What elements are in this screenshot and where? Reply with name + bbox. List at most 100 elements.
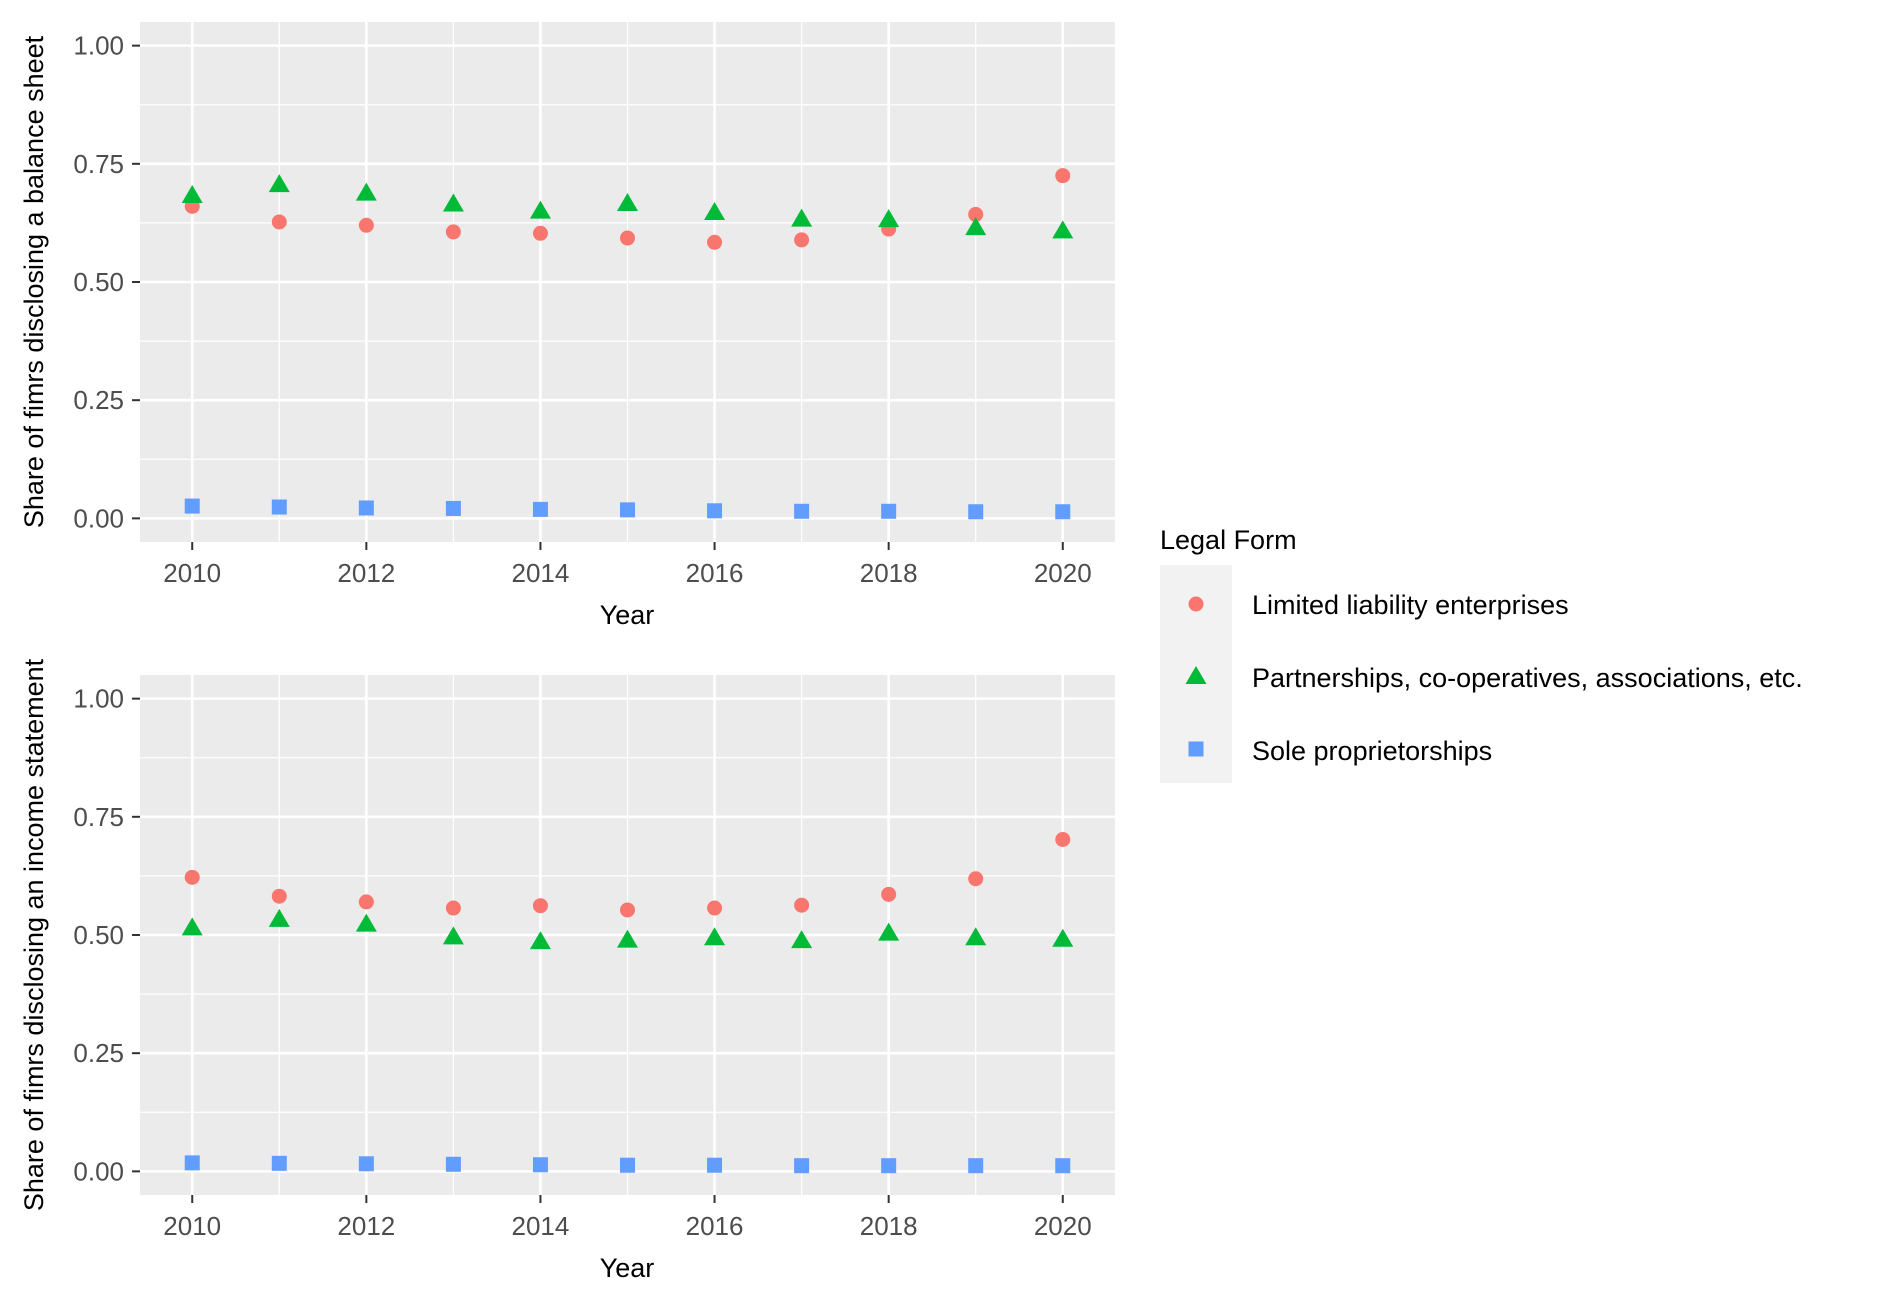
data-point-limited-liability: [358, 217, 374, 233]
legend-key-circle: [1188, 596, 1204, 612]
legend-label: Sole proprietorships: [1252, 736, 1492, 766]
x-tick-label: 2016: [686, 558, 744, 588]
panel-balance-sheet: 0.000.250.500.751.00 2010 2012 2014 2016 201…: [19, 22, 1115, 630]
data-point-sole-proprietorships: [620, 1157, 635, 1173]
data-point-sole-proprietorships: [881, 1158, 897, 1174]
x-tick-label: 2016: [686, 1211, 744, 1241]
x-tick-label: 2014: [512, 1211, 570, 1241]
x-tick-label: 2020: [1034, 558, 1092, 588]
y-tick-label: 0.00: [73, 1156, 124, 1186]
data-point-sole-proprietorships: [184, 498, 200, 514]
data-point-limited-liability: [968, 206, 984, 222]
data-point-sole-proprietorships: [707, 503, 723, 519]
data-point-partnerships: [965, 217, 987, 236]
data-point-limited-liability: [794, 232, 810, 248]
data-point-limited-liability: [532, 225, 548, 241]
data-point-sole-proprietorships: [620, 502, 635, 518]
data-point-partnerships: [355, 913, 377, 932]
data-point-limited-liability: [1055, 168, 1071, 184]
x-tick-label: 2012: [337, 1211, 395, 1241]
data-point-limited-liability: [707, 900, 723, 916]
legend-title: Legal Form: [1160, 525, 1297, 555]
legend-label: Partnerships, co-operatives, association…: [1252, 663, 1803, 693]
data-point-sole-proprietorships: [794, 1158, 810, 1174]
data-point-partnerships: [1052, 220, 1074, 239]
data-point-limited-liability: [271, 214, 287, 230]
data-point-limited-liability: [358, 894, 374, 910]
legend-item-sole-proprietorships: Sole proprietorships: [1188, 736, 1492, 766]
data-point-partnerships: [791, 930, 813, 949]
x-tick-label: 2018: [860, 558, 918, 588]
x-axis: 2010 2012 2014 2016 2018 2020: [163, 1195, 1092, 1241]
data-point-partnerships: [617, 929, 638, 948]
y-axis-title: Share of fimrs disclosing an income stat…: [19, 658, 49, 1211]
x-tick-label: 2018: [860, 1211, 918, 1241]
y-axis-title: Share of fimrs disclosing a balance shee…: [19, 35, 49, 528]
data-point-limited-liability: [968, 871, 984, 887]
marks-layer: [181, 168, 1074, 520]
data-point-partnerships: [181, 917, 203, 936]
data-point-limited-liability: [620, 230, 635, 246]
data-point-limited-liability: [707, 234, 723, 250]
x-axis-title: Year: [600, 1253, 655, 1283]
legend-item-limited-liability: Limited liability enterprises: [1188, 590, 1569, 620]
x-tick-label: 2010: [163, 1211, 221, 1241]
y-tick-label: 0.75: [73, 149, 124, 179]
data-point-limited-liability: [184, 869, 200, 885]
legend-label: Limited liability enterprises: [1252, 590, 1569, 620]
legend-key-square: [1188, 741, 1204, 757]
data-point-sole-proprietorships: [881, 503, 897, 519]
data-point-limited-liability: [620, 902, 635, 918]
y-tick-label: 0.50: [73, 267, 124, 297]
data-point-sole-proprietorships: [968, 1158, 984, 1174]
data-point-sole-proprietorships: [532, 1157, 548, 1173]
legend-key-triangle: [1185, 666, 1207, 684]
data-point-limited-liability: [1055, 832, 1071, 848]
data-point-sole-proprietorships: [1055, 504, 1071, 520]
data-point-sole-proprietorships: [184, 1155, 200, 1171]
data-point-partnerships: [878, 209, 900, 228]
data-point-limited-liability: [794, 897, 810, 913]
x-tick-label: 2020: [1034, 1211, 1092, 1241]
data-point-partnerships: [355, 182, 377, 201]
data-point-partnerships: [268, 174, 290, 193]
data-point-limited-liability: [881, 886, 897, 902]
data-point-partnerships: [442, 926, 464, 945]
data-point-partnerships: [181, 184, 203, 203]
data-point-partnerships: [704, 927, 726, 946]
data-point-partnerships: [442, 193, 464, 212]
data-point-partnerships: [878, 922, 900, 941]
x-tick-label: 2012: [337, 558, 395, 588]
data-point-partnerships: [704, 201, 726, 220]
data-point-sole-proprietorships: [794, 503, 810, 519]
data-point-sole-proprietorships: [358, 1156, 374, 1172]
panel-income-statement: 0.000.250.500.751.00 2010 2012 2014 2016 201…: [19, 658, 1115, 1283]
y-tick-label: 0.00: [73, 503, 124, 533]
y-axis: 0.00 0.25 0.50 0.75 1.00: [73, 684, 140, 1186]
data-point-sole-proprietorships: [445, 1156, 461, 1172]
data-point-sole-proprietorships: [271, 1155, 287, 1171]
data-point-partnerships: [529, 931, 551, 950]
x-tick-label: 2010: [163, 558, 221, 588]
data-point-partnerships: [529, 200, 551, 219]
data-point-sole-proprietorships: [445, 500, 461, 516]
gridlines: [140, 22, 1115, 542]
y-tick-label: 0.75: [73, 802, 124, 832]
data-point-sole-proprietorships: [358, 500, 374, 516]
y-tick-label: 1.00: [73, 684, 124, 714]
data-point-sole-proprietorships: [532, 501, 548, 517]
x-axis: 2010 2012 2014 2016 2018 2020: [163, 542, 1092, 588]
x-tick-label: 2014: [512, 558, 570, 588]
y-tick-label: 0.25: [73, 385, 124, 415]
data-point-sole-proprietorships: [1055, 1158, 1071, 1174]
data-point-sole-proprietorships: [707, 1157, 723, 1173]
legend: Legal Form Limited liability enterprises…: [1160, 525, 1803, 783]
data-point-sole-proprietorships: [968, 504, 984, 520]
data-point-partnerships: [965, 927, 987, 946]
data-point-limited-liability: [445, 224, 461, 240]
marks-layer: [181, 832, 1074, 1174]
data-point-partnerships: [791, 208, 813, 227]
y-tick-label: 0.25: [73, 1038, 124, 1068]
y-tick-label: 1.00: [73, 31, 124, 61]
